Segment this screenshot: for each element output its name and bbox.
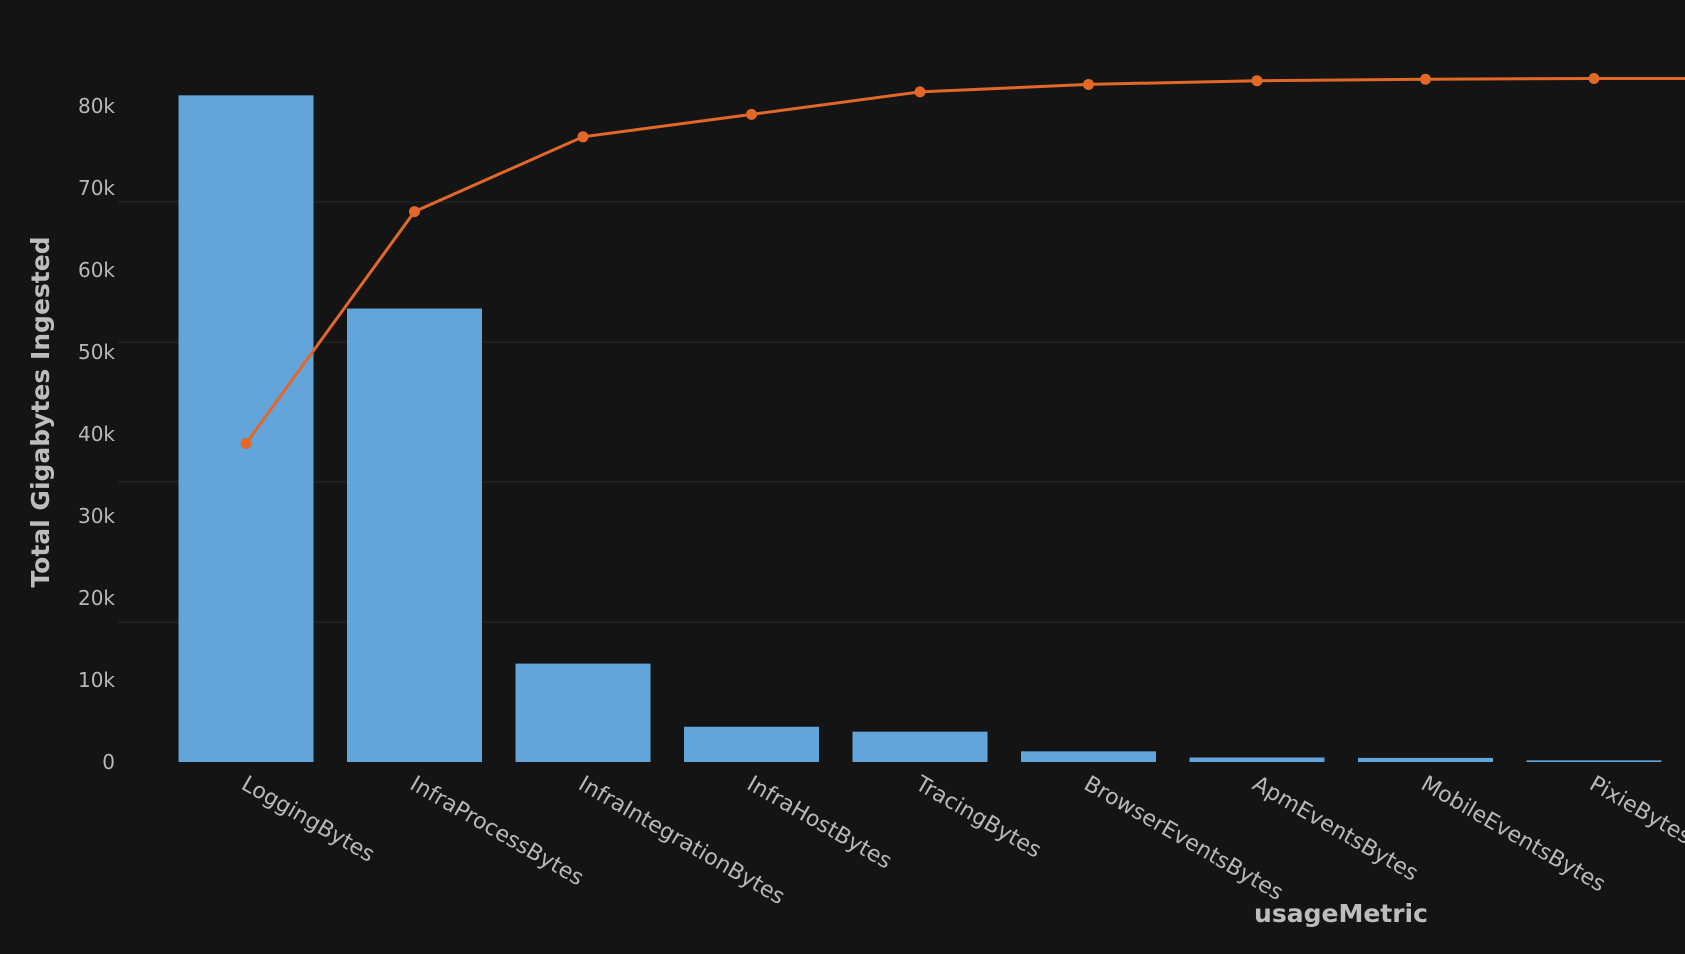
cumulative-point — [915, 86, 926, 97]
bars — [179, 95, 1662, 762]
bar — [347, 309, 482, 762]
x-tick-label: LoggingBytes — [237, 772, 379, 868]
y-tick-label: 20k — [78, 586, 115, 610]
bar — [1527, 760, 1662, 762]
y-tick-label: 50k — [78, 340, 115, 364]
y-axis-ticks: 0 10k 20k 30k 40k 50k 60k 70k 80k — [78, 94, 115, 774]
y-tick-label: 40k — [78, 422, 115, 446]
bar — [179, 95, 314, 762]
y-tick-label: 10k — [78, 668, 115, 692]
cumulative-point — [1252, 75, 1263, 86]
cumulative-point — [1083, 79, 1094, 90]
cumulative-point — [241, 438, 252, 449]
y-tick-label: 80k — [78, 94, 115, 118]
y-axis-title: Total Gigabytes Ingested — [26, 236, 55, 587]
x-axis-title: usageMetric — [1254, 899, 1428, 928]
bar — [684, 727, 819, 762]
cumulative-point — [578, 131, 589, 142]
y-tick-label: 60k — [78, 258, 115, 282]
cumulative-point — [1589, 73, 1600, 84]
y-tick-label: 0 — [102, 750, 115, 774]
bar — [1358, 758, 1493, 762]
bar — [516, 664, 651, 762]
y-tick-label: 70k — [78, 176, 115, 200]
x-tick-label: MobileEventsBytes — [1417, 772, 1610, 898]
cumulative-point — [1420, 74, 1431, 85]
y-tick-label: 30k — [78, 504, 115, 528]
bar — [1021, 751, 1156, 762]
cumulative-point — [746, 109, 757, 120]
cumulative-point — [409, 206, 420, 217]
x-tick-label: PixieBytes — [1585, 772, 1685, 850]
x-tick-label: InfraHostBytes — [743, 772, 896, 875]
x-tick-label: InfraProcessBytes — [406, 772, 588, 892]
x-tick-label: TracingBytes — [910, 771, 1045, 863]
bar — [853, 732, 988, 762]
x-tick-label: ApmEventsBytes — [1248, 772, 1422, 887]
bar — [1190, 757, 1325, 762]
